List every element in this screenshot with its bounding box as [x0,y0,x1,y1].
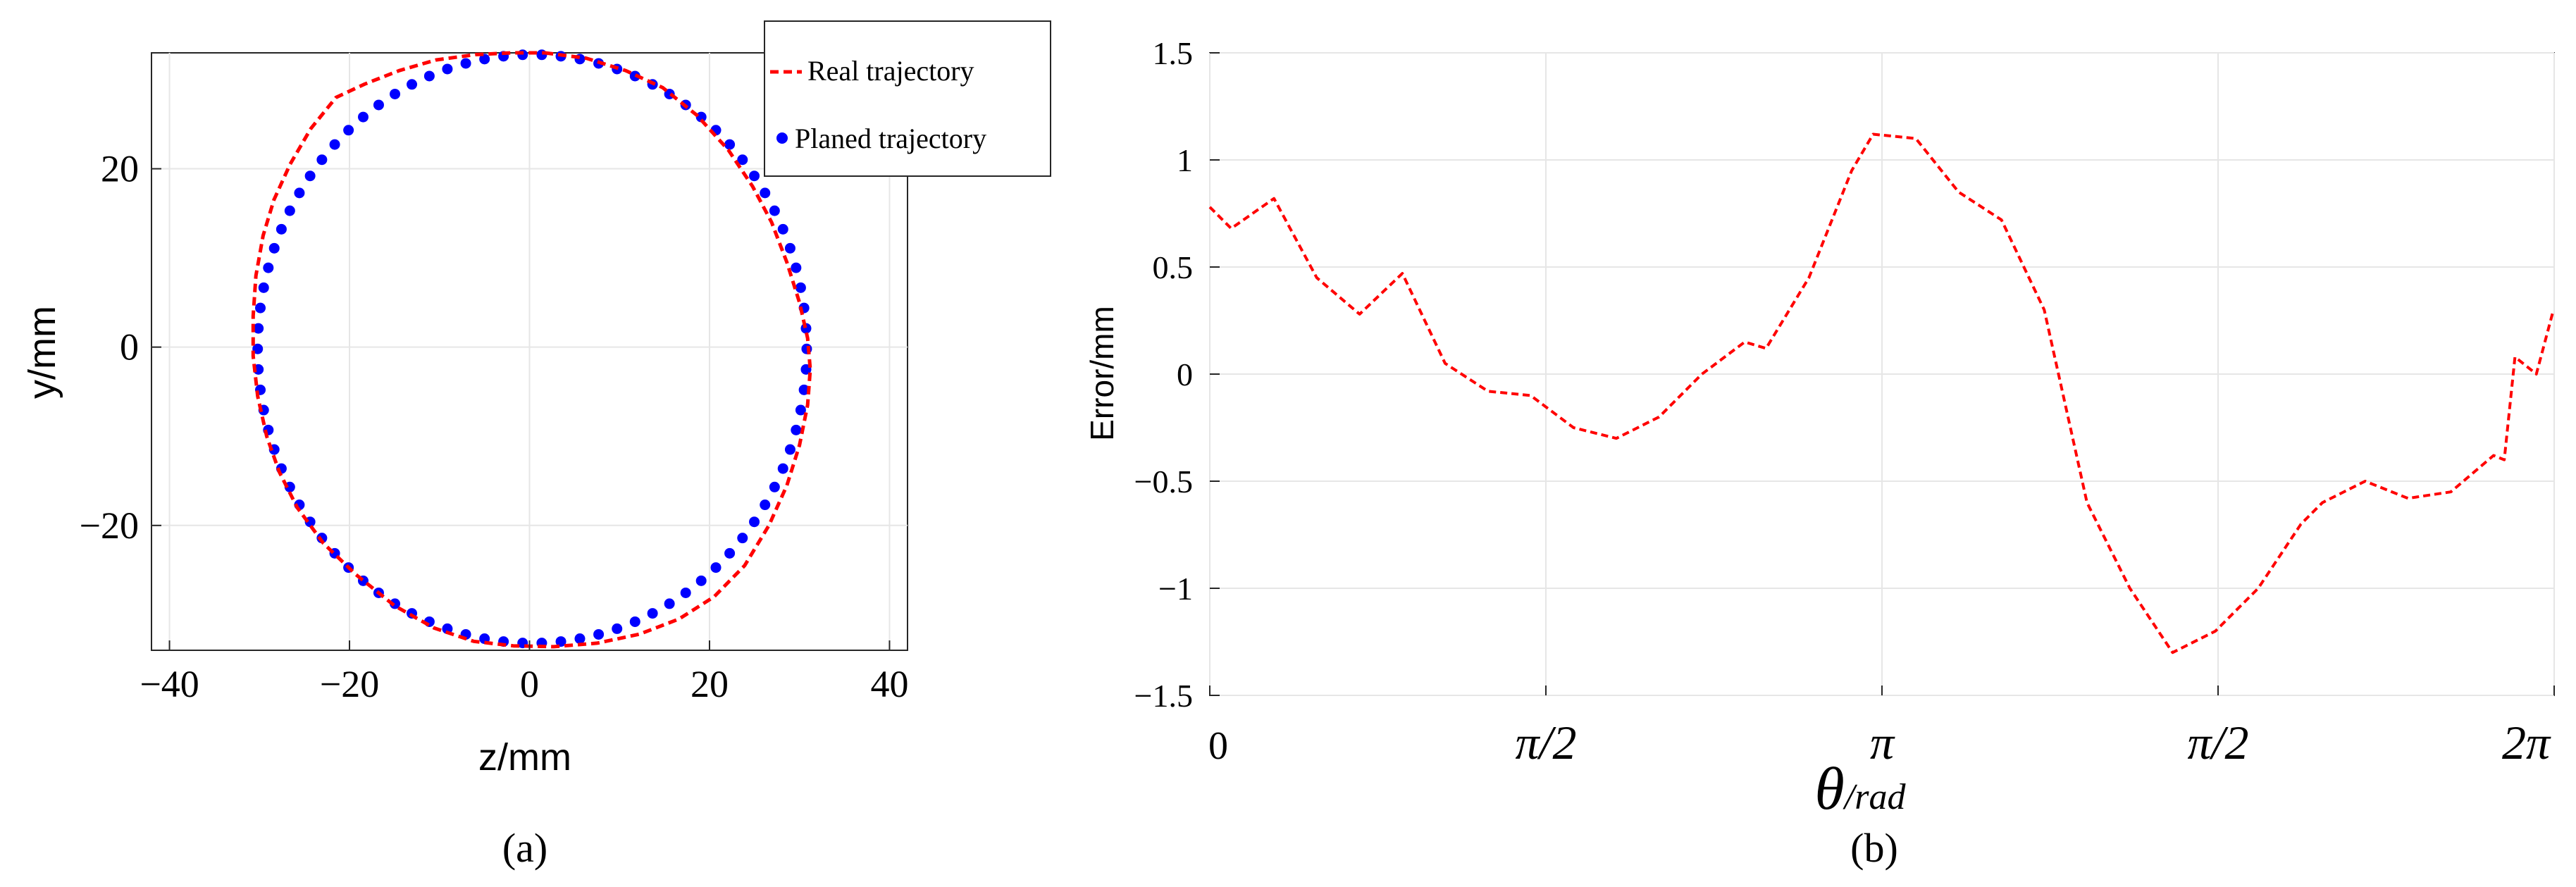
planed-trajectory-point [479,54,490,65]
panel-a-label: (a) [502,825,547,871]
planed-trajectory-point [664,598,675,609]
panel-b-y-axis-label: Error/mm [1084,306,1120,441]
planed-trajectory-point [629,616,640,627]
planed-trajectory-point [749,516,760,528]
planed-trajectory-point [390,88,401,99]
panel-b: 0 π/2 π π/2 2π −1.5 −1 −0.5 0 0.5 1 1.5 θ/rad Error… [1084,35,2555,871]
panel-b-x-tick-label: π [1870,716,1895,769]
planed-trajectory-point [795,404,806,416]
planed-trajectory-point [724,547,736,559]
panel-b-x-tick-label: π/2 [2188,716,2249,769]
panel-a-legend: Real trajectory Planed trajectory [764,20,1051,177]
planed-trajectory-point [263,262,274,273]
planed-trajectory-point [680,587,691,598]
planed-trajectory-point [442,623,453,634]
planed-trajectory-point [329,139,340,150]
panel-b-x-tick-label: π/2 [1516,716,1577,769]
planed-trajectory-point [294,187,305,199]
panel-a-x-axis-label: z/mm [478,736,571,779]
planed-trajectory-point [737,154,748,166]
panel-b-y-tick-label: −1.5 [1134,678,1193,714]
planed-trajectory-point [253,323,264,334]
legend-box [764,20,1051,177]
panel-a-x-tick-label: −20 [320,663,379,705]
planed-trajectory-point [423,70,435,82]
planed-trajectory-point [777,223,788,235]
panel-b-ticks: 0 π/2 π π/2 2π −1.5 −1 −0.5 0 0.5 1 1.5 [1134,35,2555,769]
panel-b-x-axis-label: θ/rad [1815,755,1907,822]
error-line [1208,132,2555,655]
panel-b-y-tick-label: 0.5 [1153,249,1194,285]
planed-trajectory-point [407,79,418,90]
planed-trajectory-point [284,205,295,216]
panel-a-series [251,49,812,649]
panel-b-x-tick-label: 2π [2502,716,2551,769]
panel-a-y-tick-label: 0 [120,326,139,368]
panel-b-x-tick-label: 0 [1208,724,1228,768]
planed-trajectory-point [791,262,802,273]
panel-b-series [1208,132,2555,655]
planed-trajectory-point [442,63,453,75]
panel-b-x-axis-label-text: θ/rad [1815,755,1907,822]
panel-b-y-tick-label: 0 [1177,356,1193,392]
planed-trajectory-point [784,242,795,254]
planed-trajectory-point [769,205,780,216]
planed-trajectory-point [710,562,722,573]
panel-a-y-tick-label: −20 [80,504,139,547]
real-trajectory-line [251,51,812,649]
planed-trajectory-point [612,623,623,634]
legend-real-trajectory-label: Real trajectory [807,55,974,87]
planed-trajectory-point [343,125,354,136]
panel-b-y-tick-label: −0.5 [1134,464,1193,500]
planed-trajectory-point [275,223,287,235]
planed-trajectory-point [795,282,806,293]
planed-trajectory-point [760,500,771,511]
planed-trajectory-point [373,99,384,111]
panel-a: −40 −20 0 20 40 −20 0 20 z/mm y/mm (a) Real tra… [21,20,1051,871]
panel-b-label: (b) [1850,825,1898,871]
panel-a-y-axis-label: y/mm [21,306,63,399]
planed-trajectory-point [316,533,328,544]
panel-b-y-tick-label: 1.5 [1153,35,1194,71]
planed-trajectory-point [304,170,316,182]
planed-trajectory-point [695,575,707,586]
legend-planed-trajectory-swatch [776,132,788,144]
panel-b-y-tick-label: −1 [1158,571,1193,607]
panel-b-y-tick-label: 1 [1177,142,1193,178]
planed-trajectory-point [536,49,547,61]
planed-trajectory-point [749,170,760,182]
panel-a-x-tick-label: 20 [691,663,729,705]
planed-trajectory-point [555,636,566,647]
planed-trajectory-point [357,111,369,123]
planed-trajectory-point [593,628,605,640]
planed-trajectory-point [695,111,707,123]
legend-planed-trajectory-label: Planed trajectory [795,123,986,154]
panel-a-x-tick-label: 0 [520,663,539,705]
panel-a-x-tick-label: −40 [140,663,199,705]
planed-trajectory-point [255,302,266,314]
planed-trajectory-point [791,424,802,435]
panel-a-y-tick-label: 20 [101,148,139,190]
panel-a-ticks: −40 −20 0 20 40 −20 0 20 [80,148,909,705]
planed-trajectory-point [258,282,269,293]
planed-trajectory-point [724,139,736,150]
planed-trajectory-point [316,154,328,166]
planed-trajectory-point [268,242,280,254]
planed-trajectory-point [390,598,401,609]
planed-trajectory-point [769,481,780,492]
planed-trajectory-point [647,608,658,619]
planed-trajectory-point [252,343,264,354]
planed-trajectory-point [784,444,795,455]
planed-trajectory-point [737,533,748,544]
planed-trajectory-point [574,633,586,645]
planed-trajectory-point [798,384,810,395]
planed-trajectory-point [760,187,771,199]
panel-a-x-tick-label: 40 [870,663,908,705]
planed-trajectory-point [460,58,471,69]
planed-trajectory-point [777,463,788,474]
